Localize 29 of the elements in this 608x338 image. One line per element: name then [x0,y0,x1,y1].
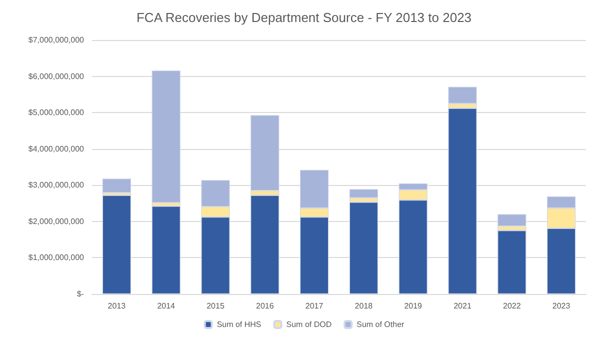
bar [498,214,526,226]
chart-title: FCA Recoveries by Department Source - FY 2013 to 2023 [136,10,472,25]
y-tick-label: $7,000,000,000 [28,36,85,44]
x-tick-label: 2014 [157,302,176,310]
y-tick-label: $3,000,000,000 [28,180,85,190]
y-tick-label: $- [76,290,84,298]
x-tick-label: 2022 [503,302,522,310]
x-tick-label: 2023 [552,302,571,310]
x-tick-label: 2019 [404,302,423,310]
y-tick-label: $5,000,000,000 [28,108,85,118]
y-tick-label: $1,000,000,000 [28,253,85,262]
bar [102,178,132,193]
legend-label: Sum of Other [356,320,405,329]
legend-label: Sum of HHS [216,320,262,329]
x-tick-label: 2016 [256,302,274,310]
y-tick-label: $2,000,000,000 [28,216,85,226]
bar [349,189,378,198]
bar [152,206,180,294]
bar [152,70,180,203]
y-tick-label: $4,000,000,000 [28,144,85,154]
y-tick-label: $6,000,000,000 [28,72,85,81]
x-tick-label: 2015 [206,302,225,310]
x-tick-label: 2013 [108,302,126,310]
bar [349,202,378,294]
x-tick-label: 2017 [305,302,324,310]
x-tick-label: 2021 [454,302,472,310]
bar [102,195,132,294]
x-tick-label: 2018 [354,302,374,310]
legend-label: Sum of DOD [286,320,332,329]
